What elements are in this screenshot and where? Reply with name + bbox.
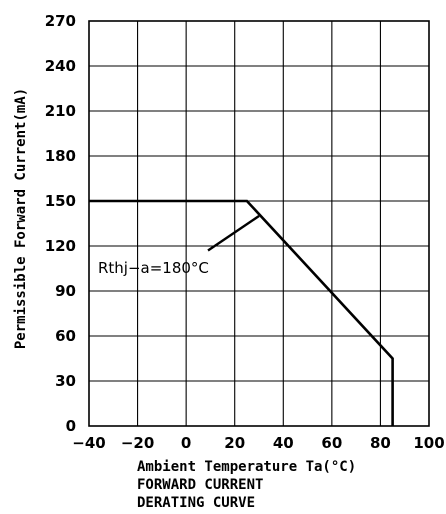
x-tick-label: 40 (273, 434, 294, 452)
plot-frame (88, 20, 430, 427)
y-tick-label: 0 (66, 417, 76, 435)
derating-curve (89, 199, 394, 426)
x-tick-label: −20 (121, 434, 154, 452)
x-tick-label: 60 (321, 434, 342, 452)
y-tick-label: 270 (45, 12, 76, 30)
y-tick-label: 240 (45, 57, 76, 75)
x-tick-label: −40 (72, 434, 105, 452)
x-axis-label: Ambient Temperature Ta(°C) (137, 459, 356, 475)
x-tick-label: 100 (413, 434, 444, 452)
x-tick-label: 80 (370, 434, 391, 452)
y-tick-labels: 0 30 60 90 120 150 180 210 240 270 (45, 12, 76, 435)
annotation-leader-line (207, 215, 260, 252)
annotation-label: Rthj−a=180°C (98, 259, 209, 277)
caption-line-2: DERATING CURVE (137, 495, 255, 511)
y-tick-label: 90 (55, 282, 76, 300)
series (89, 199, 394, 426)
caption-line-1: FORWARD CURRENT (137, 477, 263, 493)
x-tick-label: 0 (181, 434, 191, 452)
y-tick-label: 30 (55, 372, 76, 390)
x-tick-label: 20 (224, 434, 245, 452)
x-tick-labels: −40 −20 0 20 40 60 80 100 (72, 434, 444, 452)
y-tick-label: 150 (45, 192, 76, 210)
y-tick-label: 210 (45, 102, 76, 120)
y-tick-label: 120 (45, 237, 76, 255)
y-tick-label: 180 (45, 147, 76, 165)
y-axis-label: Permissible Forward Current(mA) (13, 88, 29, 349)
grid (89, 21, 429, 426)
y-tick-label: 60 (55, 327, 76, 345)
